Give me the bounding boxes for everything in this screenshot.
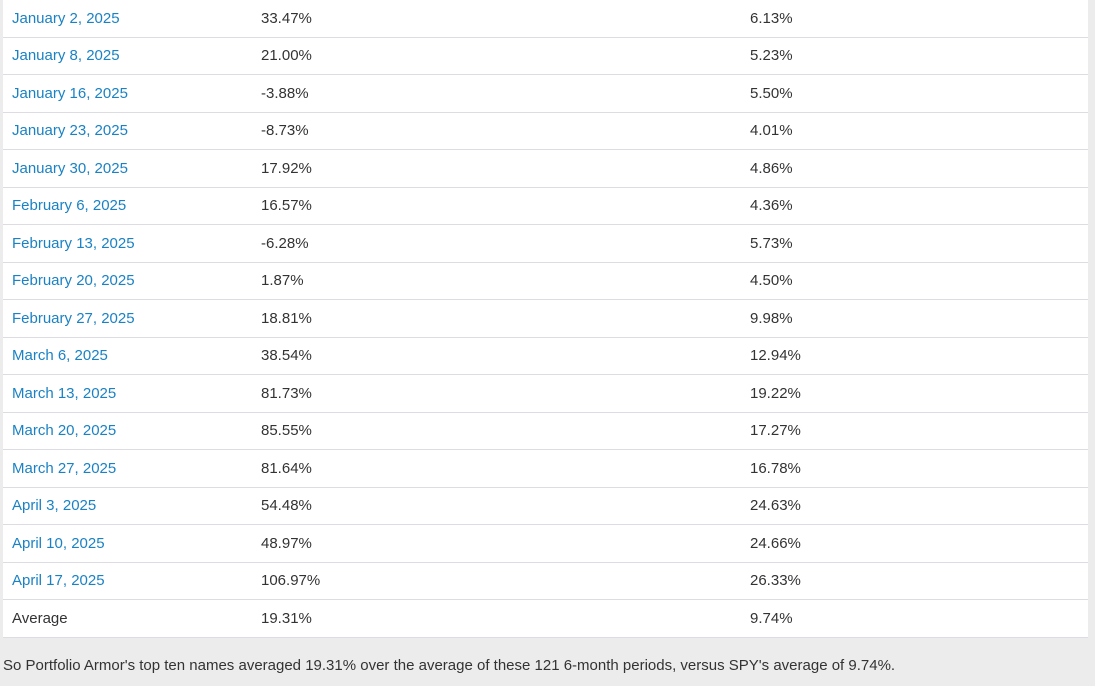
spy-return-cell: 9.98% bbox=[750, 309, 793, 327]
date-link[interactable]: March 20, 2025 bbox=[12, 422, 117, 440]
date-cell: March 27, 2025 bbox=[3, 460, 252, 477]
spy-return-cell: 19.22% bbox=[750, 384, 801, 402]
date-cell: March 13, 2025 bbox=[3, 385, 252, 402]
date-link[interactable]: April 17, 2025 bbox=[12, 572, 105, 590]
spy-return-cell: 4.01% bbox=[750, 122, 793, 140]
date-link[interactable]: February 27, 2025 bbox=[12, 309, 135, 327]
date-link[interactable]: January 30, 2025 bbox=[12, 159, 128, 177]
portfolio-return-cell: -6.28% bbox=[261, 234, 309, 252]
date-link[interactable]: January 2, 2025 bbox=[12, 9, 120, 27]
portfolio-return-cell: 33.47% bbox=[261, 9, 312, 27]
table-row: April 17, 2025 106.97% 26.33% bbox=[3, 562, 1088, 600]
date-link[interactable]: January 23, 2025 bbox=[12, 122, 128, 140]
average-spy-return-cell: 9.74% bbox=[750, 609, 793, 627]
spy-return-cell: 4.86% bbox=[750, 159, 793, 177]
spy-return-cell: 16.78% bbox=[750, 459, 801, 477]
portfolio-return-cell: 81.73% bbox=[261, 384, 312, 402]
date-cell: March 6, 2025 bbox=[3, 347, 252, 364]
date-cell: April 3, 2025 bbox=[3, 497, 252, 514]
table-row: January 8, 2025 21.00% 5.23% bbox=[3, 37, 1088, 75]
portfolio-return-cell: 18.81% bbox=[261, 309, 312, 327]
table-row: January 2, 2025 33.47% 6.13% bbox=[3, 0, 1088, 38]
portfolio-return-cell: 54.48% bbox=[261, 497, 312, 515]
spy-return-cell: 5.50% bbox=[750, 84, 793, 102]
table-row: March 6, 2025 38.54% 12.94% bbox=[3, 337, 1088, 375]
portfolio-return-cell: -3.88% bbox=[261, 84, 309, 102]
date-cell: April 10, 2025 bbox=[3, 535, 252, 552]
date-link[interactable]: February 20, 2025 bbox=[12, 272, 135, 290]
spy-return-cell: 4.50% bbox=[750, 272, 793, 290]
table-row: February 13, 2025 -6.28% 5.73% bbox=[3, 225, 1088, 263]
table-row: February 20, 2025 1.87% 4.50% bbox=[3, 262, 1088, 300]
returns-table: January 2, 2025 33.47% 6.13% January 8, … bbox=[3, 0, 1088, 638]
table-row: January 23, 2025 -8.73% 4.01% bbox=[3, 112, 1088, 150]
average-portfolio-return-cell: 19.31% bbox=[261, 609, 312, 627]
average-label: Average bbox=[12, 609, 68, 627]
date-cell: January 30, 2025 bbox=[3, 160, 252, 177]
date-cell: February 27, 2025 bbox=[3, 310, 252, 327]
date-link[interactable]: January 16, 2025 bbox=[12, 84, 128, 102]
portfolio-return-cell: 38.54% bbox=[261, 347, 312, 365]
table-row: April 3, 2025 54.48% 24.63% bbox=[3, 487, 1088, 525]
table-row: January 16, 2025 -3.88% 5.50% bbox=[3, 75, 1088, 113]
portfolio-return-cell: -8.73% bbox=[261, 122, 309, 140]
date-cell: January 16, 2025 bbox=[3, 85, 252, 102]
portfolio-return-cell: 16.57% bbox=[261, 197, 312, 215]
portfolio-return-cell: 106.97% bbox=[261, 572, 321, 590]
table-row: March 27, 2025 81.64% 16.78% bbox=[3, 450, 1088, 488]
portfolio-return-cell: 21.00% bbox=[261, 47, 312, 65]
date-cell: January 2, 2025 bbox=[3, 10, 252, 27]
date-cell: February 20, 2025 bbox=[3, 272, 252, 289]
date-link[interactable]: April 3, 2025 bbox=[12, 497, 97, 515]
table-row: March 13, 2025 81.73% 19.22% bbox=[3, 375, 1088, 413]
date-link[interactable]: March 13, 2025 bbox=[12, 384, 117, 402]
date-link[interactable]: April 10, 2025 bbox=[12, 534, 105, 552]
spy-return-cell: 6.13% bbox=[750, 9, 793, 27]
spy-return-cell: 5.73% bbox=[750, 234, 793, 252]
date-link[interactable]: March 27, 2025 bbox=[12, 459, 117, 477]
table-row: February 6, 2025 16.57% 4.36% bbox=[3, 187, 1088, 225]
date-link[interactable]: March 6, 2025 bbox=[12, 347, 108, 365]
portfolio-return-cell: 81.64% bbox=[261, 459, 312, 477]
table-row: January 30, 2025 17.92% 4.86% bbox=[3, 150, 1088, 188]
date-cell: March 20, 2025 bbox=[3, 422, 252, 439]
spy-return-cell: 12.94% bbox=[750, 347, 801, 365]
summary-text: So Portfolio Armor's top ten names avera… bbox=[3, 657, 896, 674]
date-link[interactable]: January 8, 2025 bbox=[12, 47, 120, 65]
spy-return-cell: 24.63% bbox=[750, 497, 801, 515]
portfolio-return-cell: 85.55% bbox=[261, 422, 312, 440]
table-row: April 10, 2025 48.97% 24.66% bbox=[3, 525, 1088, 563]
table-row: March 20, 2025 85.55% 17.27% bbox=[3, 412, 1088, 450]
portfolio-return-cell: 1.87% bbox=[261, 272, 304, 290]
date-cell: February 6, 2025 bbox=[3, 197, 252, 214]
table-row: February 27, 2025 18.81% 9.98% bbox=[3, 300, 1088, 338]
date-cell: January 8, 2025 bbox=[3, 47, 252, 64]
spy-return-cell: 5.23% bbox=[750, 47, 793, 65]
spy-return-cell: 26.33% bbox=[750, 572, 801, 590]
portfolio-return-cell: 48.97% bbox=[261, 534, 312, 552]
portfolio-return-cell: 17.92% bbox=[261, 159, 312, 177]
spy-return-cell: 24.66% bbox=[750, 534, 801, 552]
average-row: Average 19.31% 9.74% bbox=[3, 600, 1088, 638]
date-link[interactable]: February 13, 2025 bbox=[12, 234, 135, 252]
date-cell: January 23, 2025 bbox=[3, 122, 252, 139]
date-cell: February 13, 2025 bbox=[3, 235, 252, 252]
date-cell: April 17, 2025 bbox=[3, 572, 252, 589]
date-link[interactable]: February 6, 2025 bbox=[12, 197, 127, 215]
spy-return-cell: 4.36% bbox=[750, 197, 793, 215]
spy-return-cell: 17.27% bbox=[750, 422, 801, 440]
